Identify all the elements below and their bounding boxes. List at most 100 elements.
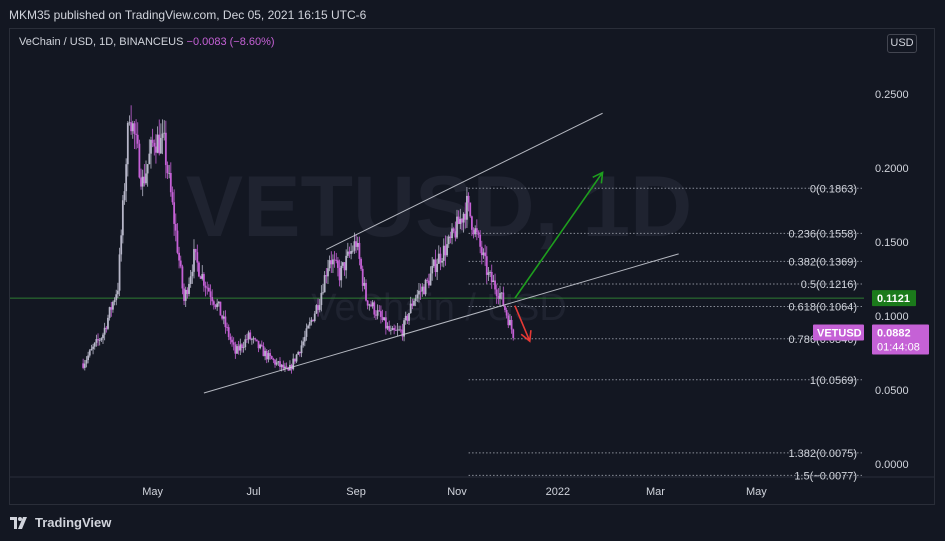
fib-level-label: 1.382(0.0075) — [789, 448, 858, 460]
chart-frame — [9, 28, 935, 505]
candle-body — [345, 255, 348, 271]
candle-body — [211, 297, 214, 302]
candle-body — [145, 173, 147, 184]
candle-body — [279, 361, 281, 367]
candle-body — [418, 290, 420, 295]
currency-button[interactable]: USD — [887, 34, 917, 53]
candle-body — [312, 319, 314, 322]
candle-body — [277, 361, 280, 363]
candle-body — [399, 329, 402, 331]
candle-body — [363, 282, 366, 286]
candle-body — [447, 236, 450, 245]
candle-body — [198, 262, 200, 277]
candle-body — [156, 134, 159, 153]
candle-body — [178, 252, 180, 261]
candle-body — [320, 292, 323, 306]
candle-body — [472, 229, 475, 235]
candle-body — [186, 289, 189, 294]
candle-body — [300, 345, 303, 354]
candle-body — [259, 344, 262, 349]
candle-body — [437, 253, 440, 264]
candle-body — [459, 218, 462, 224]
candle-body — [85, 360, 88, 364]
candle-body — [307, 325, 310, 329]
candle-body — [176, 230, 179, 253]
candle-body — [432, 259, 435, 266]
candle-body — [236, 346, 238, 354]
candle-body — [361, 268, 364, 286]
candle-body — [495, 289, 498, 297]
candle-body — [328, 260, 331, 269]
candle-body — [298, 352, 301, 354]
candle-body — [234, 344, 237, 354]
candle-body — [232, 342, 235, 345]
candle-body — [87, 355, 90, 361]
candle-body — [386, 325, 389, 329]
price-chart[interactable]: VETUSD, 1D VeChain / USD May Jul Sep Nov 2022 M… — [9, 28, 935, 505]
candle-body — [325, 275, 328, 277]
candle-body — [376, 310, 379, 316]
candle-body — [93, 342, 96, 347]
candle-body — [173, 202, 176, 224]
candle-body — [315, 305, 318, 314]
candle-body — [457, 216, 460, 224]
candle-body — [323, 275, 326, 293]
candle-body — [120, 235, 123, 255]
candle-body — [482, 252, 485, 256]
candle-body — [384, 317, 387, 329]
candle-body — [131, 123, 134, 132]
candle-body — [174, 223, 177, 231]
candle-body — [454, 231, 457, 238]
candle-body — [241, 344, 243, 349]
candle-body — [135, 133, 137, 135]
candle-body — [404, 315, 407, 321]
published-label: MKM35 published on TradingView.com, Dec … — [9, 8, 367, 22]
candle-body — [98, 340, 101, 341]
candle-body — [305, 328, 308, 337]
tradingview-brand[interactable]: TradingView — [10, 515, 111, 530]
candle-body — [371, 302, 374, 307]
candle-body — [113, 300, 116, 302]
candle-body — [477, 232, 480, 235]
candle-body — [327, 268, 329, 277]
candle-body — [370, 304, 372, 307]
y-tick-label: 0.2000 — [875, 163, 909, 175]
candle-body — [499, 293, 501, 299]
candle-body — [260, 344, 263, 346]
y-tick-label: 0.2500 — [875, 89, 909, 101]
candle-body — [275, 362, 278, 365]
candle-body — [487, 272, 490, 275]
candle-body — [414, 298, 417, 301]
candle-body — [100, 338, 103, 341]
candle-body — [297, 352, 300, 355]
candle-body — [317, 305, 319, 310]
y-tick-label: 0.0500 — [875, 385, 909, 397]
candle-body — [365, 282, 367, 301]
candle-body — [285, 366, 288, 368]
candle-body — [504, 305, 506, 311]
candle-body — [360, 258, 362, 269]
candle-body — [313, 313, 316, 322]
fib-level-label: 0.236(0.1558) — [789, 228, 858, 240]
symbol-badge — [813, 324, 864, 341]
candle-body — [444, 245, 447, 256]
candle-body — [257, 340, 260, 349]
candle-body — [249, 332, 252, 340]
candle-body — [116, 290, 119, 295]
candle-body — [489, 271, 491, 273]
candle-body — [490, 271, 493, 283]
candle-body — [497, 296, 500, 299]
candle-body — [310, 319, 313, 323]
candle-body — [500, 292, 503, 294]
candle-body — [267, 353, 270, 360]
candle-body — [166, 165, 169, 174]
candle-body — [413, 300, 415, 306]
candle-body — [322, 292, 324, 294]
candle-body — [509, 319, 511, 326]
x-tick-label: Jul — [247, 486, 261, 498]
candle-body — [466, 195, 468, 220]
candle-body — [159, 137, 162, 154]
candle-body — [426, 279, 429, 281]
chart-legend[interactable]: VeChain / USD, 1D, BINANCEUS −0.0083 (−8… — [19, 36, 275, 48]
fib-level-label: 0(0.1863) — [810, 183, 857, 195]
